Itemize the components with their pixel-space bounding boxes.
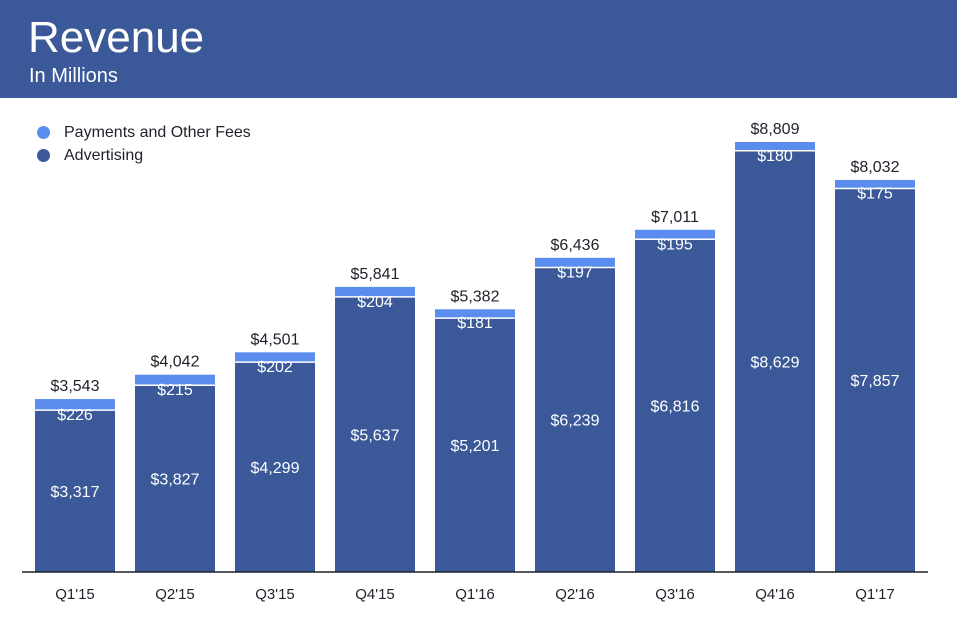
data-label-advertising: $5,201 [451, 438, 500, 455]
legend-label-payments: Payments and Other Fees [64, 123, 251, 141]
data-label-total: $8,032 [851, 159, 900, 176]
bar-advertising [835, 188, 915, 573]
bar-payments [835, 179, 915, 189]
header-banner: Revenue In Millions [0, 0, 957, 98]
legend-label-advertising: Advertising [64, 146, 144, 164]
bar-advertising [735, 150, 815, 572]
x-tick-label: Q1'16 [455, 586, 495, 603]
data-label-payments: $195 [657, 236, 693, 253]
legend-swatch-advertising [37, 149, 50, 162]
bar-advertising [35, 410, 115, 572]
legend: Payments and Other Fees Advertising [37, 121, 251, 167]
data-label-payments: $204 [357, 294, 393, 311]
x-tick-label: Q4'15 [355, 586, 395, 603]
x-tick-label: Q3'16 [655, 586, 695, 603]
bar-payments [35, 399, 115, 411]
legend-item-advertising: Advertising [37, 144, 251, 167]
data-label-total: $4,501 [251, 331, 300, 348]
data-label-advertising: $3,317 [51, 484, 100, 501]
chart-subtitle: In Millions [29, 65, 118, 87]
x-tick-label: Q3'15 [255, 586, 295, 603]
x-tick-label: Q2'15 [155, 586, 195, 603]
bar-payments [135, 374, 215, 386]
bar-payments [235, 352, 315, 363]
data-label-payments: $202 [257, 359, 293, 376]
data-label-advertising: $8,629 [751, 354, 800, 371]
chart-title: Revenue [28, 13, 205, 62]
data-label-payments: $181 [457, 315, 493, 332]
legend-swatch-payments [37, 126, 50, 139]
bar-advertising [135, 385, 215, 572]
bar-payments [535, 257, 615, 268]
bar-payments [435, 309, 515, 319]
x-tick-label: Q1'15 [55, 586, 95, 603]
legend-item-payments: Payments and Other Fees [37, 121, 251, 144]
x-tick-label: Q4'16 [755, 586, 795, 603]
data-label-advertising: $4,299 [251, 460, 300, 477]
data-label-payments: $215 [157, 382, 193, 399]
data-label-total: $6,436 [551, 237, 600, 254]
data-label-payments: $226 [57, 407, 93, 424]
data-label-total: $8,809 [751, 121, 800, 138]
bar-payments [635, 229, 715, 240]
data-label-total: $7,011 [651, 209, 699, 226]
data-label-advertising: $6,816 [651, 399, 700, 416]
data-label-advertising: $7,857 [851, 373, 900, 390]
bar-advertising [435, 318, 515, 572]
data-label-advertising: $6,239 [551, 413, 600, 430]
bar-advertising [235, 362, 315, 572]
x-tick-label: Q2'16 [555, 586, 595, 603]
bar-advertising [635, 239, 715, 572]
data-label-advertising: $5,637 [351, 427, 400, 444]
data-label-payments: $180 [757, 148, 793, 165]
data-label-payments: $197 [557, 264, 593, 281]
data-label-advertising: $3,827 [151, 472, 200, 489]
bar-advertising [335, 296, 415, 572]
revenue-bar-chart: $3,317 $226 $3,543 Q1'15 $3,827 $215 $4,042 Q2'… [22, 121, 928, 603]
data-label-total: $3,543 [51, 378, 100, 395]
bar-advertising [535, 267, 615, 572]
data-label-payments: $175 [857, 185, 893, 202]
bar-payments [735, 142, 815, 151]
x-tick-label: Q1'17 [855, 586, 895, 603]
data-label-total: $5,382 [451, 288, 500, 305]
data-label-total: $4,042 [151, 354, 200, 371]
data-label-total: $5,841 [351, 266, 400, 283]
bar-payments [335, 286, 415, 297]
